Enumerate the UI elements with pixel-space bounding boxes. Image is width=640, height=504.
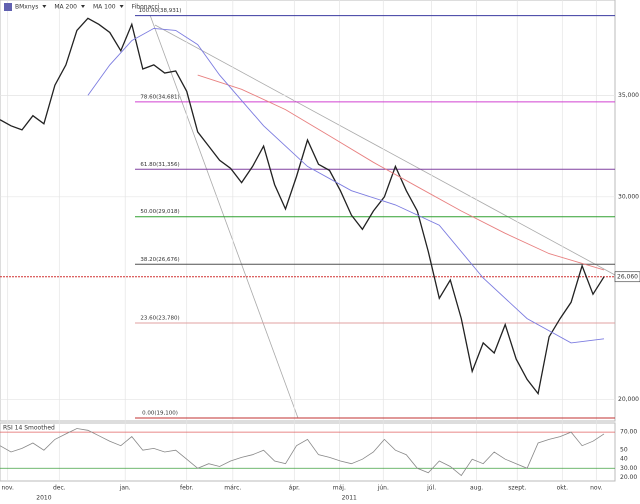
x-tick-label: máj. bbox=[333, 485, 346, 492]
legend-arrow bbox=[80, 5, 85, 8]
x-tick-label: márc. bbox=[224, 485, 241, 492]
legend-entry[interactable]: Fibonacci bbox=[132, 4, 160, 11]
y-tick-label: 20,000 bbox=[618, 396, 639, 403]
rsi-tick-label: 50 bbox=[620, 447, 628, 454]
last-price-box bbox=[614, 271, 640, 283]
rsi-line bbox=[0, 428, 605, 477]
legend-arrow bbox=[42, 5, 47, 8]
x-tick-label: júl. bbox=[426, 485, 436, 492]
rsi-tick-label: 40 bbox=[620, 456, 628, 463]
legend-entry[interactable]: BMxnys bbox=[15, 4, 38, 11]
trend-line bbox=[154, 24, 616, 276]
x-tick-label: febr. bbox=[180, 485, 194, 492]
year-label: 2010 bbox=[36, 495, 51, 502]
legend-icon bbox=[4, 3, 12, 11]
x-tick-label: nov. bbox=[590, 485, 603, 492]
y-tick-label: 35,000 bbox=[618, 92, 639, 99]
rsi-panel bbox=[0, 422, 616, 482]
x-tick-label: jún. bbox=[377, 485, 389, 492]
x-tick-label: jan. bbox=[119, 485, 131, 492]
fib-label: 78.60(34,681) bbox=[140, 94, 179, 100]
fib-label: 23.60(23,780) bbox=[140, 316, 179, 322]
fib-label: 38.20(26,676) bbox=[140, 257, 179, 263]
rsi-tick-label: 20.00 bbox=[620, 474, 637, 481]
rsi-tick-label: 30.00 bbox=[620, 465, 637, 472]
x-tick-label: aug. bbox=[470, 485, 483, 492]
x-tick-label: nov. bbox=[1, 485, 14, 492]
x-tick-label: szept. bbox=[508, 485, 526, 492]
legend-entry[interactable]: MA 100 bbox=[93, 4, 116, 11]
rsi-tick-label: 70.00 bbox=[620, 429, 637, 436]
series-line bbox=[197, 74, 605, 271]
fib-label: 100.00(38,931) bbox=[139, 8, 182, 14]
fib-label: 50.00(29,018) bbox=[140, 209, 179, 215]
price-panel bbox=[0, 0, 616, 422]
last-price-label: 26,060 bbox=[617, 273, 638, 280]
year-label: 2011 bbox=[342, 495, 357, 502]
x-tick-label: okt. bbox=[557, 485, 568, 492]
fib-label: 61.80(31,356) bbox=[140, 162, 179, 168]
rsi-title: RSI 14 Smoothed bbox=[3, 425, 55, 432]
x-tick-label: ápr. bbox=[289, 485, 300, 492]
legend-arrow bbox=[119, 5, 124, 8]
series-line bbox=[0, 17, 605, 396]
legend-entry[interactable]: MA 200 bbox=[54, 4, 77, 11]
x-tick-label: dec. bbox=[53, 485, 66, 492]
series-line bbox=[87, 27, 605, 344]
fib-label: 0.00(19,100) bbox=[142, 410, 178, 416]
y-tick-label: 30,000 bbox=[618, 193, 639, 200]
